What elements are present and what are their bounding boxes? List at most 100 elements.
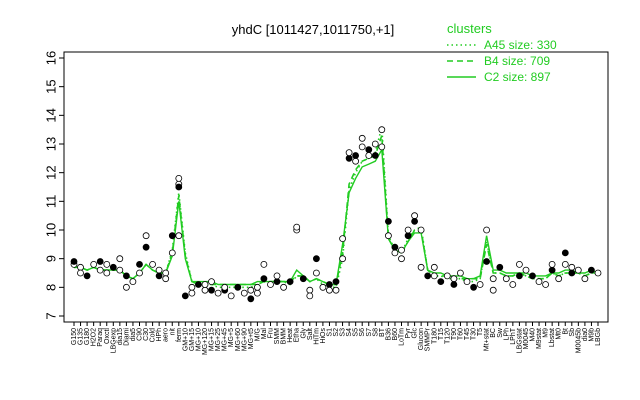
x-tick-label: dia5 <box>130 328 137 341</box>
data-point <box>430 272 438 280</box>
data-point <box>175 232 183 240</box>
data-point <box>280 283 288 291</box>
y-tick-label: 16 <box>43 51 58 65</box>
data-point <box>103 269 111 277</box>
x-tick-label: MG+120 <box>202 328 209 355</box>
data-point <box>312 269 320 277</box>
x-tick-label: Bt <box>562 328 569 335</box>
data-point <box>234 283 242 291</box>
x-tick-label: GM+15 <box>189 328 196 351</box>
x-tick-label: Lbstat <box>549 328 556 347</box>
data-point <box>162 269 170 277</box>
data-point <box>168 249 176 257</box>
x-tick-label: LBGexp <box>110 328 117 353</box>
data-point <box>103 260 111 268</box>
data-point <box>77 263 84 271</box>
x-tick-label: T5 <box>477 328 484 336</box>
data-point <box>548 266 556 274</box>
data-point <box>561 260 569 268</box>
x-tick-label: S2 <box>333 328 340 337</box>
x-tick-label: LPh <box>503 328 510 341</box>
data-point <box>568 269 576 277</box>
x-tick-label: S6 <box>359 328 366 337</box>
x-tick-label: H2O2 <box>91 328 98 346</box>
y-tick-label: 10 <box>43 223 58 237</box>
data-point <box>201 286 209 294</box>
data-point <box>299 275 307 283</box>
data-point <box>293 223 301 231</box>
y-tick-label: 8 <box>43 284 58 291</box>
data-point <box>535 278 543 286</box>
data-point <box>312 255 320 263</box>
x-tick-label: aero <box>163 328 170 342</box>
data-point <box>391 243 399 251</box>
x-tick-label: Cold <box>150 328 157 343</box>
data-point <box>411 217 419 225</box>
x-tick-label: S5 <box>353 328 360 337</box>
data-point <box>365 152 373 159</box>
data-point <box>96 266 104 274</box>
x-tick-label: C90 <box>137 328 144 341</box>
x-tick-label: Glc <box>412 328 419 339</box>
data-point <box>306 286 314 294</box>
data-point <box>542 281 549 288</box>
x-tick-label: S1 <box>326 328 333 337</box>
data-point <box>417 226 425 234</box>
data-point <box>306 292 314 300</box>
x-tick-label: BMM <box>281 328 288 345</box>
x-tick-label: SMMPr <box>425 327 432 351</box>
data-point <box>424 272 432 280</box>
data-point <box>70 258 78 265</box>
x-tick-label: M/G <box>254 328 261 341</box>
x-tick-label: Mt+stat <box>484 328 491 351</box>
x-tick-label: Sw <box>497 327 504 338</box>
legend-title: clusters <box>447 21 492 36</box>
x-tick-label: G180 <box>84 328 91 345</box>
x-tick-label: dia0 <box>582 328 589 341</box>
x-tick-label: MG+45 <box>222 328 229 351</box>
data-point <box>339 255 347 263</box>
x-tick-label: S3 <box>340 328 347 337</box>
data-point <box>516 260 523 268</box>
data-point <box>463 278 471 286</box>
y-tick-label: 14 <box>43 108 58 122</box>
data-point <box>470 283 478 291</box>
x-tick-label: T180 <box>431 328 438 344</box>
data-point <box>208 278 215 286</box>
legend-entry: B4 size: 709 <box>484 54 550 68</box>
data-point <box>332 286 340 294</box>
x-tick-label: MG+t5 <box>248 328 255 349</box>
chart-title: yhdC [1011427,1011750,+1] <box>232 22 395 37</box>
data-point <box>502 275 510 283</box>
data-point <box>214 289 222 297</box>
data-point <box>483 226 491 234</box>
data-point <box>247 295 255 303</box>
x-tick-label: nit <box>169 328 176 335</box>
data-point <box>325 281 333 288</box>
x-tick-label: MG+90 <box>241 328 248 351</box>
data-point <box>149 260 157 268</box>
data-point <box>136 269 143 277</box>
data-point <box>443 272 451 280</box>
data-point <box>162 275 170 283</box>
data-point <box>574 266 582 274</box>
data-point <box>175 174 183 182</box>
data-point <box>267 281 274 288</box>
x-tick-label: HiTm <box>313 328 320 345</box>
x-tick-label: S7 <box>366 328 373 337</box>
y-tick-label: 15 <box>43 79 58 93</box>
data-point <box>77 269 84 277</box>
data-point <box>339 235 347 243</box>
data-point <box>450 275 458 283</box>
x-tick-label: Etha <box>294 328 301 343</box>
x-tick-label: LBGb <box>595 328 602 346</box>
x-tick-label: Salt <box>307 328 314 340</box>
data-point <box>352 152 360 159</box>
x-tick-label: Glucon <box>418 328 425 350</box>
data-point <box>247 286 255 294</box>
x-tick-label: B60 <box>392 328 399 341</box>
data-point <box>273 278 281 286</box>
data-point <box>286 278 294 286</box>
data-point <box>155 266 163 274</box>
